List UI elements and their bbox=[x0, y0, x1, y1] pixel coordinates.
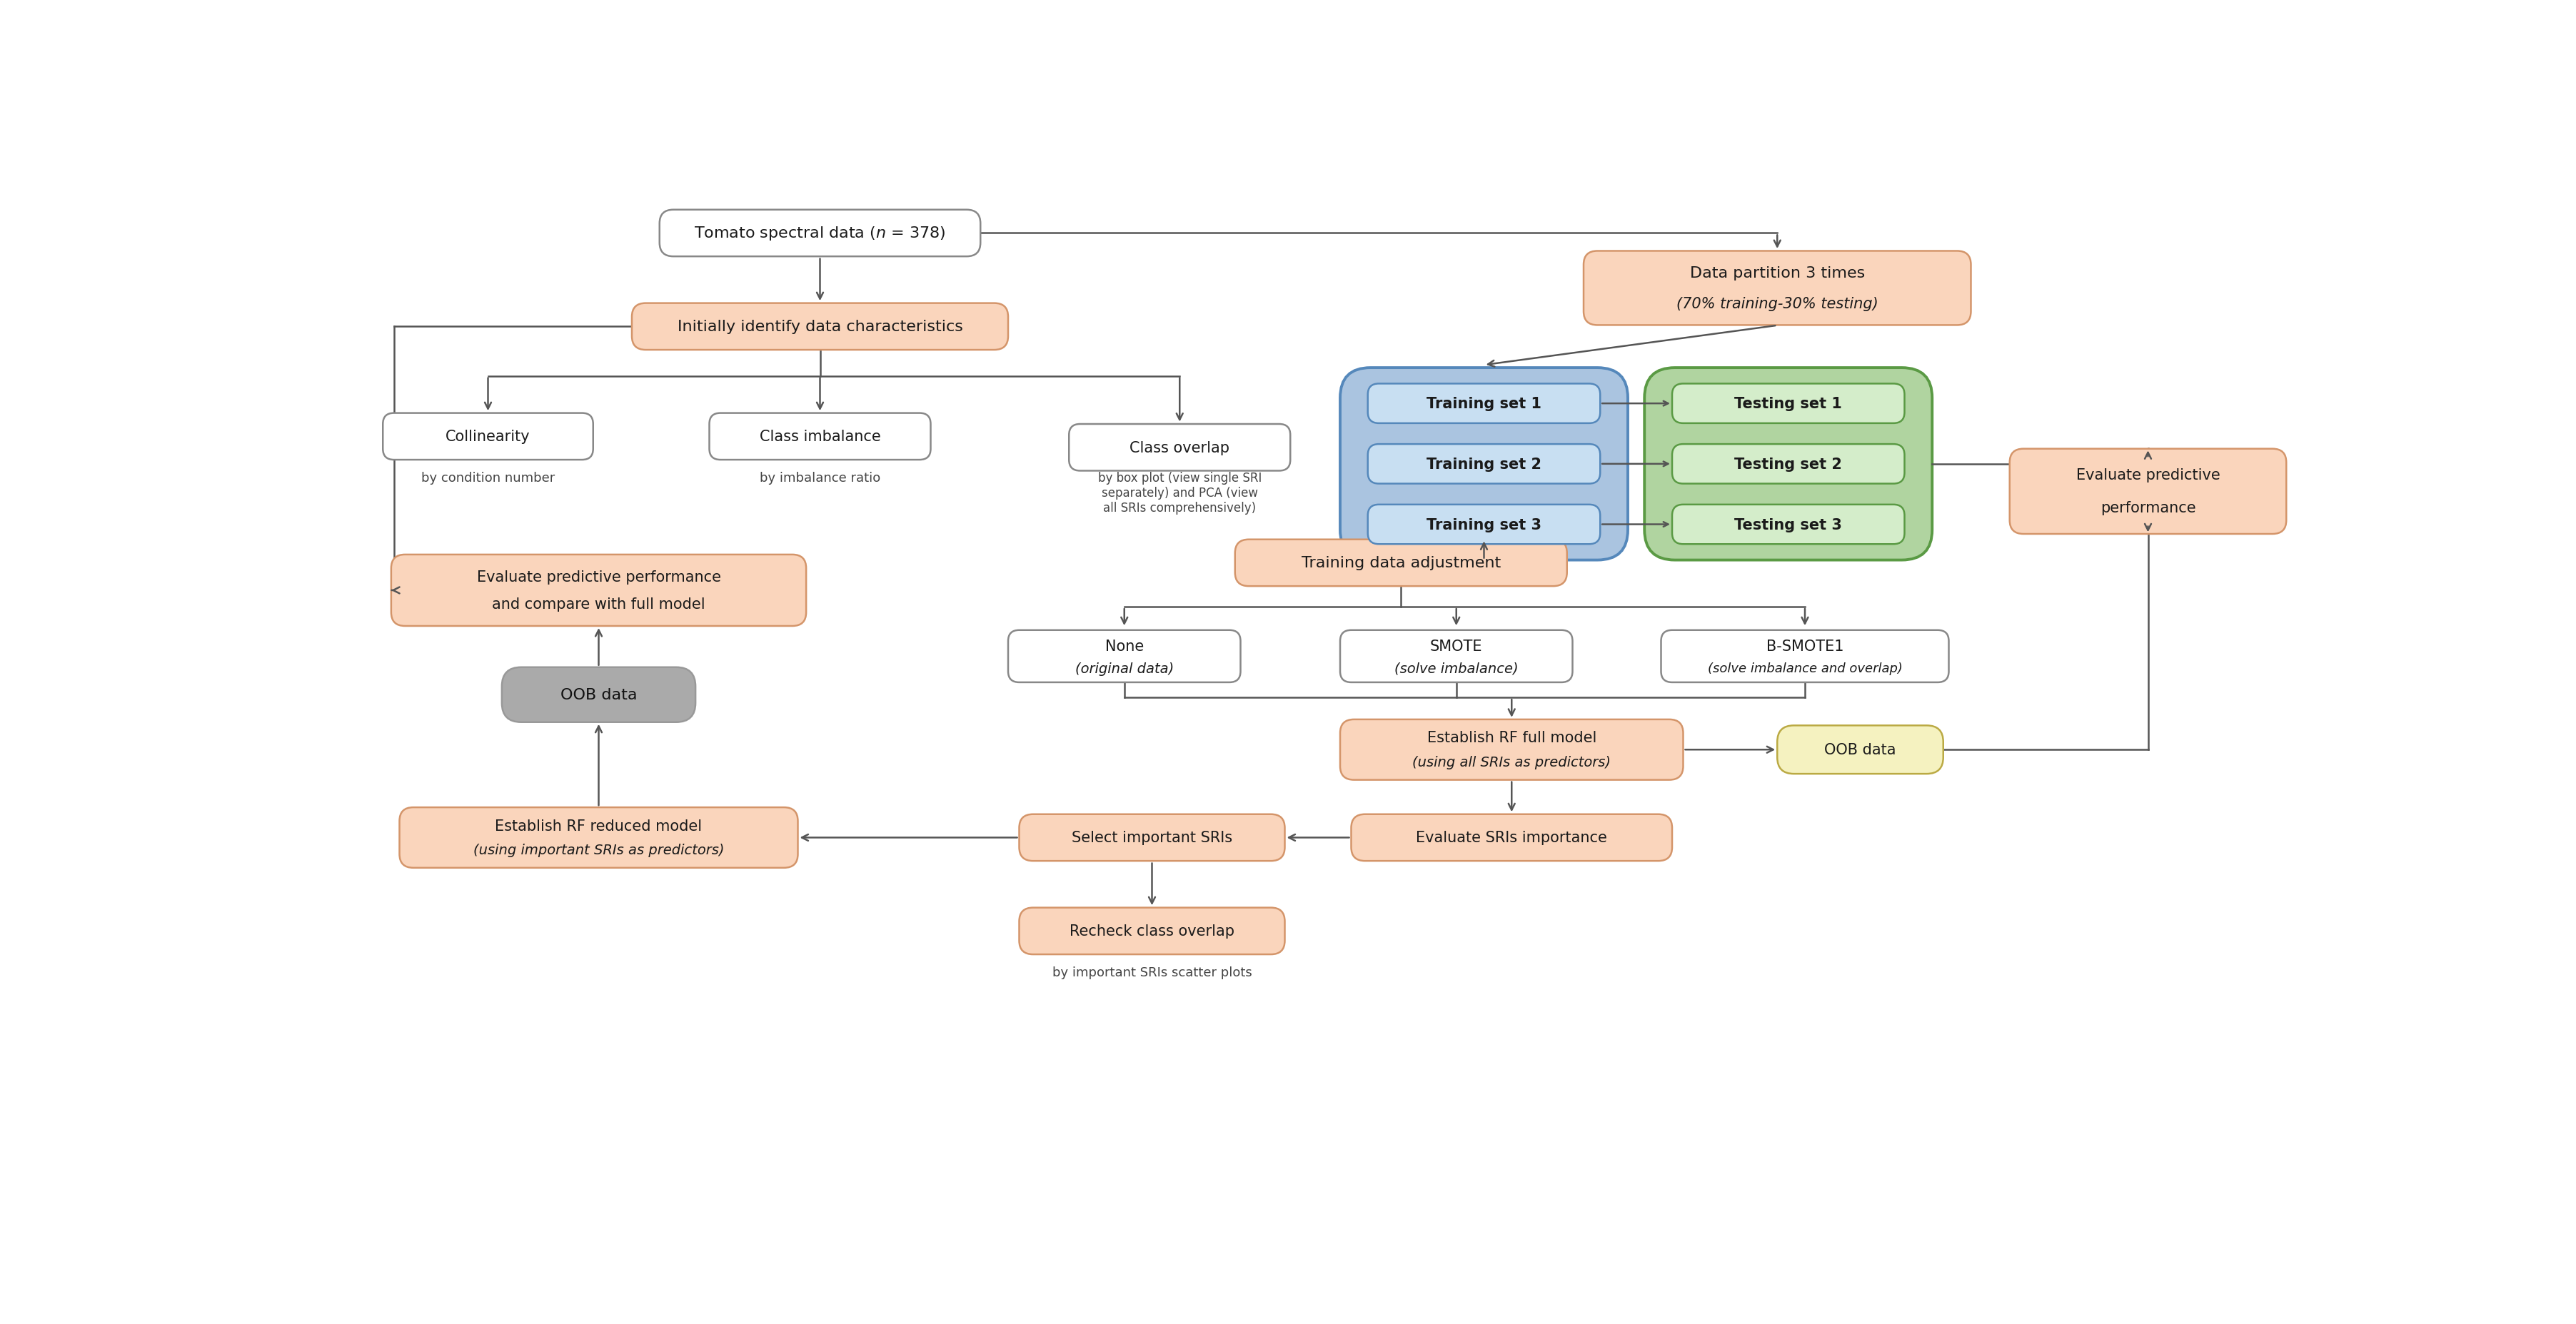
FancyBboxPatch shape bbox=[1340, 720, 1682, 780]
FancyBboxPatch shape bbox=[659, 211, 981, 257]
Text: performance: performance bbox=[2099, 500, 2195, 515]
Text: Training set 2: Training set 2 bbox=[1427, 457, 1540, 471]
Text: Testing set 3: Testing set 3 bbox=[1734, 518, 1842, 532]
Text: Training data adjustment: Training data adjustment bbox=[1301, 556, 1502, 571]
Text: by important SRIs scatter plots: by important SRIs scatter plots bbox=[1051, 967, 1252, 978]
Text: by box plot (view single SRI
separately) and PCA (view
all SRIs comprehensively): by box plot (view single SRI separately)… bbox=[1097, 471, 1262, 514]
Text: Evaluate SRIs importance: Evaluate SRIs importance bbox=[1417, 830, 1607, 845]
Text: Collinearity: Collinearity bbox=[446, 430, 531, 444]
FancyBboxPatch shape bbox=[1234, 540, 1566, 587]
FancyBboxPatch shape bbox=[1662, 630, 1950, 683]
Text: Evaluate predictive performance: Evaluate predictive performance bbox=[477, 569, 721, 584]
Text: by imbalance ratio: by imbalance ratio bbox=[760, 471, 881, 485]
Text: Select important SRIs: Select important SRIs bbox=[1072, 830, 1231, 845]
FancyBboxPatch shape bbox=[1340, 368, 1628, 560]
Text: OOB data: OOB data bbox=[562, 688, 636, 702]
FancyBboxPatch shape bbox=[1352, 814, 1672, 861]
Text: (70% training-30% testing): (70% training-30% testing) bbox=[1677, 297, 1878, 311]
Text: and compare with full model: and compare with full model bbox=[492, 597, 706, 612]
FancyBboxPatch shape bbox=[1672, 384, 1904, 424]
FancyBboxPatch shape bbox=[1069, 425, 1291, 471]
Text: OOB data: OOB data bbox=[1824, 743, 1896, 757]
FancyBboxPatch shape bbox=[1340, 630, 1571, 683]
Text: (original data): (original data) bbox=[1074, 662, 1175, 675]
FancyBboxPatch shape bbox=[1368, 504, 1600, 544]
FancyBboxPatch shape bbox=[502, 667, 696, 723]
Text: Tomato spectral data ($n$ = 378): Tomato spectral data ($n$ = 378) bbox=[696, 225, 945, 242]
Text: Data partition 3 times: Data partition 3 times bbox=[1690, 266, 1865, 281]
FancyBboxPatch shape bbox=[708, 413, 930, 461]
FancyBboxPatch shape bbox=[399, 808, 799, 869]
FancyBboxPatch shape bbox=[1368, 384, 1600, 424]
Text: (using all SRIs as predictors): (using all SRIs as predictors) bbox=[1412, 755, 1610, 769]
Text: SMOTE: SMOTE bbox=[1430, 639, 1484, 654]
Text: (solve imbalance and overlap): (solve imbalance and overlap) bbox=[1708, 662, 1901, 675]
FancyBboxPatch shape bbox=[384, 413, 592, 461]
Text: B-SMOTE1: B-SMOTE1 bbox=[1767, 639, 1844, 654]
FancyBboxPatch shape bbox=[392, 555, 806, 626]
FancyBboxPatch shape bbox=[1584, 252, 1971, 326]
FancyBboxPatch shape bbox=[1777, 726, 1942, 775]
Text: (solve imbalance): (solve imbalance) bbox=[1394, 662, 1517, 675]
Text: Class imbalance: Class imbalance bbox=[760, 430, 881, 444]
Text: Establish RF reduced model: Establish RF reduced model bbox=[495, 818, 703, 833]
Text: Training set 3: Training set 3 bbox=[1427, 518, 1540, 532]
Text: Testing set 2: Testing set 2 bbox=[1734, 457, 1842, 471]
FancyBboxPatch shape bbox=[1007, 630, 1242, 683]
Text: Training set 1: Training set 1 bbox=[1427, 397, 1540, 410]
Text: Recheck class overlap: Recheck class overlap bbox=[1069, 924, 1234, 939]
FancyBboxPatch shape bbox=[1672, 504, 1904, 544]
Text: None: None bbox=[1105, 639, 1144, 654]
Text: (using important SRIs as predictors): (using important SRIs as predictors) bbox=[474, 843, 724, 857]
Text: Testing set 1: Testing set 1 bbox=[1734, 397, 1842, 410]
Text: by condition number: by condition number bbox=[420, 471, 554, 485]
Text: Class overlap: Class overlap bbox=[1131, 441, 1229, 455]
Text: Evaluate predictive: Evaluate predictive bbox=[2076, 469, 2221, 482]
FancyBboxPatch shape bbox=[1020, 814, 1285, 861]
FancyBboxPatch shape bbox=[1643, 368, 1932, 560]
FancyBboxPatch shape bbox=[1368, 445, 1600, 485]
Text: Initially identify data characteristics: Initially identify data characteristics bbox=[677, 320, 963, 334]
FancyBboxPatch shape bbox=[1020, 908, 1285, 955]
FancyBboxPatch shape bbox=[1672, 445, 1904, 485]
FancyBboxPatch shape bbox=[631, 303, 1007, 351]
Text: Establish RF full model: Establish RF full model bbox=[1427, 731, 1597, 745]
FancyBboxPatch shape bbox=[2009, 449, 2287, 535]
